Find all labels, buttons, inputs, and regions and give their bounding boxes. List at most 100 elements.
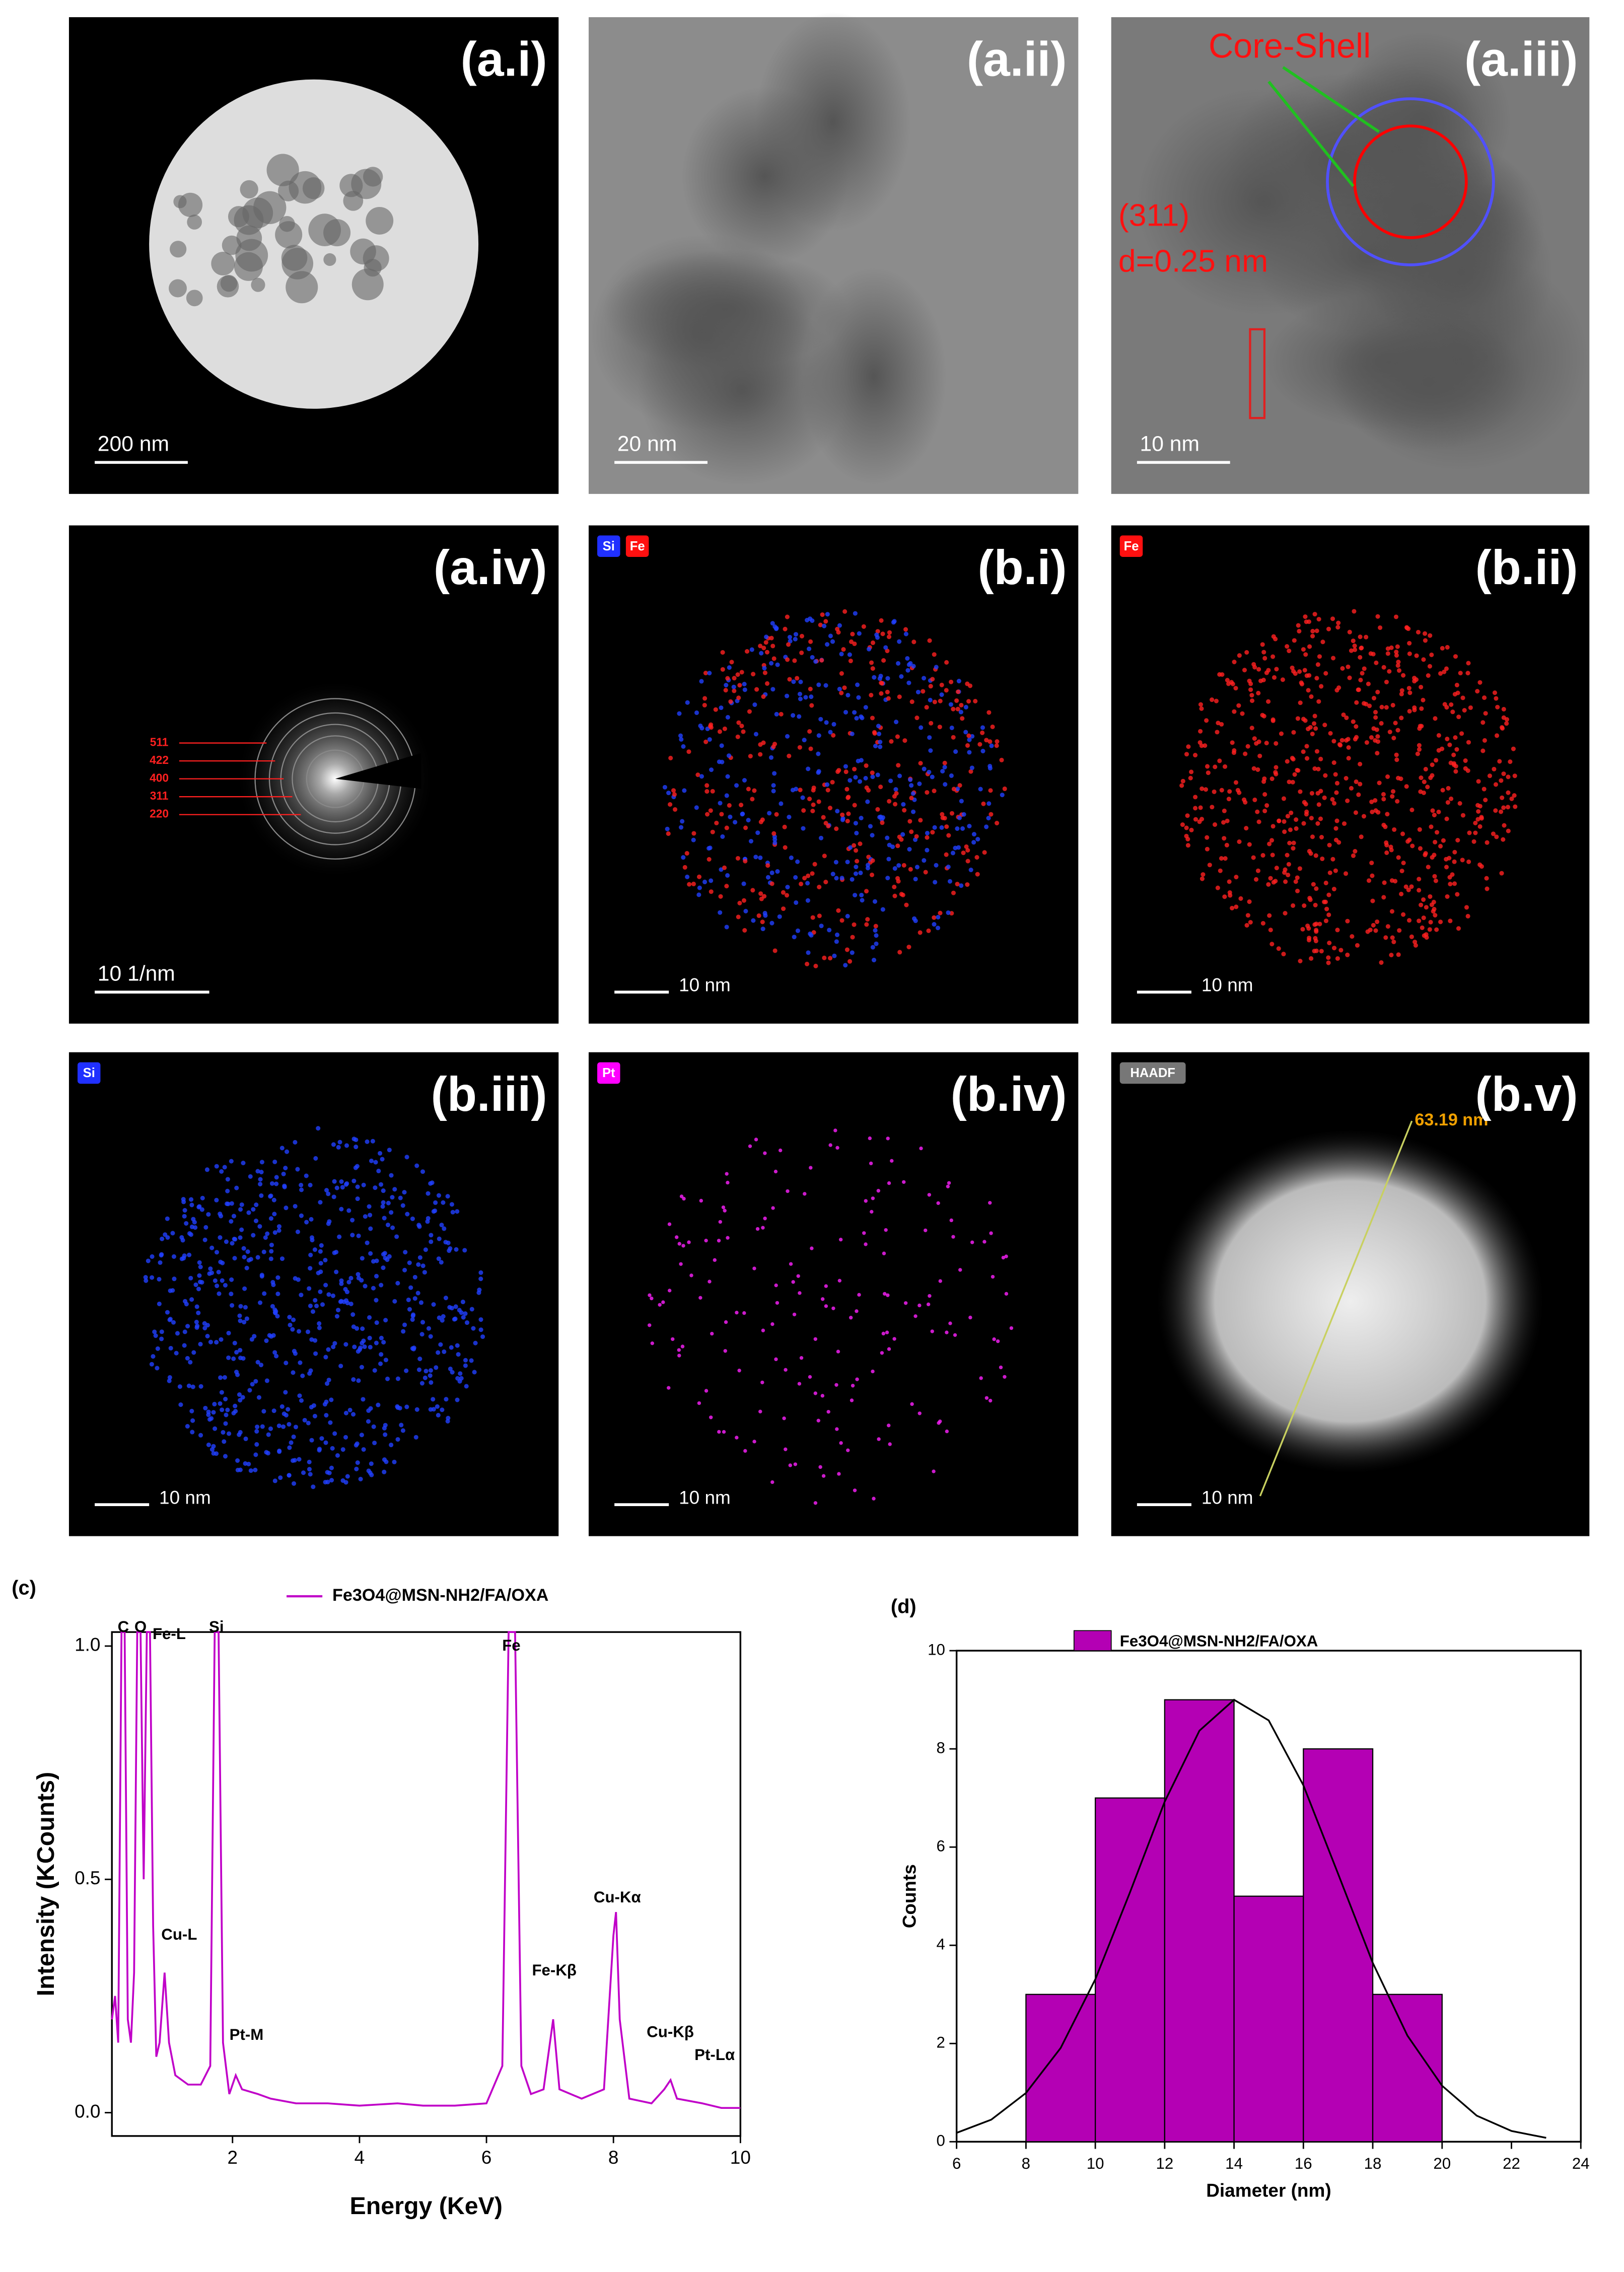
element-dot [1388,844,1393,849]
scale-bar-label: 10 nm [1140,432,1199,456]
element-dot [1295,875,1300,880]
element-dot [395,1376,401,1381]
element-dot [189,1408,194,1413]
element-dot [194,1325,199,1330]
element-dot [1199,876,1205,881]
element-dot [1240,711,1245,716]
element-dot [1433,913,1438,918]
element-tag: Fe [630,539,645,553]
element-dot [1466,859,1471,864]
peak-label: Fe [502,1637,521,1654]
element-dot [1316,766,1321,771]
element-dot [1288,827,1293,832]
element-dot [1327,870,1332,875]
element-dot [1512,773,1517,778]
element-dot [1399,869,1404,874]
element-dot [969,765,974,770]
element-dot [1453,769,1458,774]
element-dot [229,1159,234,1164]
element-dot [753,732,758,737]
element-dot [746,818,751,823]
element-dot [287,1473,292,1478]
element-dot [875,629,880,634]
element-dot [855,682,860,687]
element-dot [809,694,814,699]
element-dot [1429,824,1434,829]
peak-label: Fe-L [153,1625,186,1643]
element-dot [886,696,891,701]
element-dot [914,716,920,721]
element-dot [1394,752,1399,757]
element-dot [1222,836,1227,841]
element-dot [903,1301,908,1305]
element-dot [382,1216,387,1221]
element-dot [226,1330,231,1335]
element-dot [784,893,790,898]
element-dot [837,1472,841,1476]
element-dot [1291,757,1296,762]
element-dot [1417,918,1422,924]
element-dot [185,1424,190,1429]
element-dot [1477,824,1482,829]
element-dot [963,704,968,709]
element-dot [160,1236,165,1241]
element-dot [1210,805,1215,810]
element-dot [313,1338,318,1343]
element-dot [1274,741,1279,746]
element-dot [944,660,949,665]
element-dot [812,862,817,867]
element-dot [246,1210,251,1215]
element-dot [960,716,965,721]
element-dot [1251,855,1256,860]
element-dot [1004,1292,1009,1296]
element-dot [810,809,815,814]
element-dot [383,1255,388,1260]
element-dot [1420,925,1425,930]
element-dot [1415,751,1420,756]
element-dot [237,1392,242,1397]
element-dot [967,737,972,742]
element-dot [771,1206,775,1210]
element-dot [795,676,800,681]
element-dot [722,1430,726,1434]
element-dot [308,1266,313,1271]
shell [1326,97,1495,266]
element-dot [850,731,855,736]
element-dot [271,1197,276,1202]
element-dot [324,1188,329,1193]
element-dot [1456,715,1461,720]
element-dot [225,1188,230,1193]
element-dot [226,1355,231,1360]
element-dot [1358,655,1363,660]
element-dot [1310,834,1315,839]
element-dot [400,1203,405,1208]
element-dot [1225,818,1230,823]
element-dot [218,1401,223,1406]
panel-label: (c) [12,1577,36,1599]
element-dot [413,1435,418,1440]
element-dot [798,696,803,701]
element-dot [1354,779,1359,784]
element-dot [203,1405,208,1410]
element-dot [869,692,874,697]
element-dot [820,1394,825,1398]
element-dot [843,764,848,769]
element-dot [245,1249,250,1254]
element-dot [808,686,813,691]
element-dot [1394,653,1399,658]
element-dot [949,773,954,778]
element-dot [1391,736,1396,741]
element-dot [1338,948,1344,953]
ring-label: 311 [150,789,169,802]
element-dot [762,666,767,671]
element-dot [249,1337,254,1342]
element-dot [722,726,727,731]
element-dot [761,1328,765,1332]
element-dot [310,1309,316,1314]
element-dot [1305,924,1310,929]
element-dot [329,1397,334,1402]
element-dot [1232,709,1237,714]
element-dot [227,1431,232,1436]
element-dot [949,911,954,916]
bar [1233,1895,1304,2143]
